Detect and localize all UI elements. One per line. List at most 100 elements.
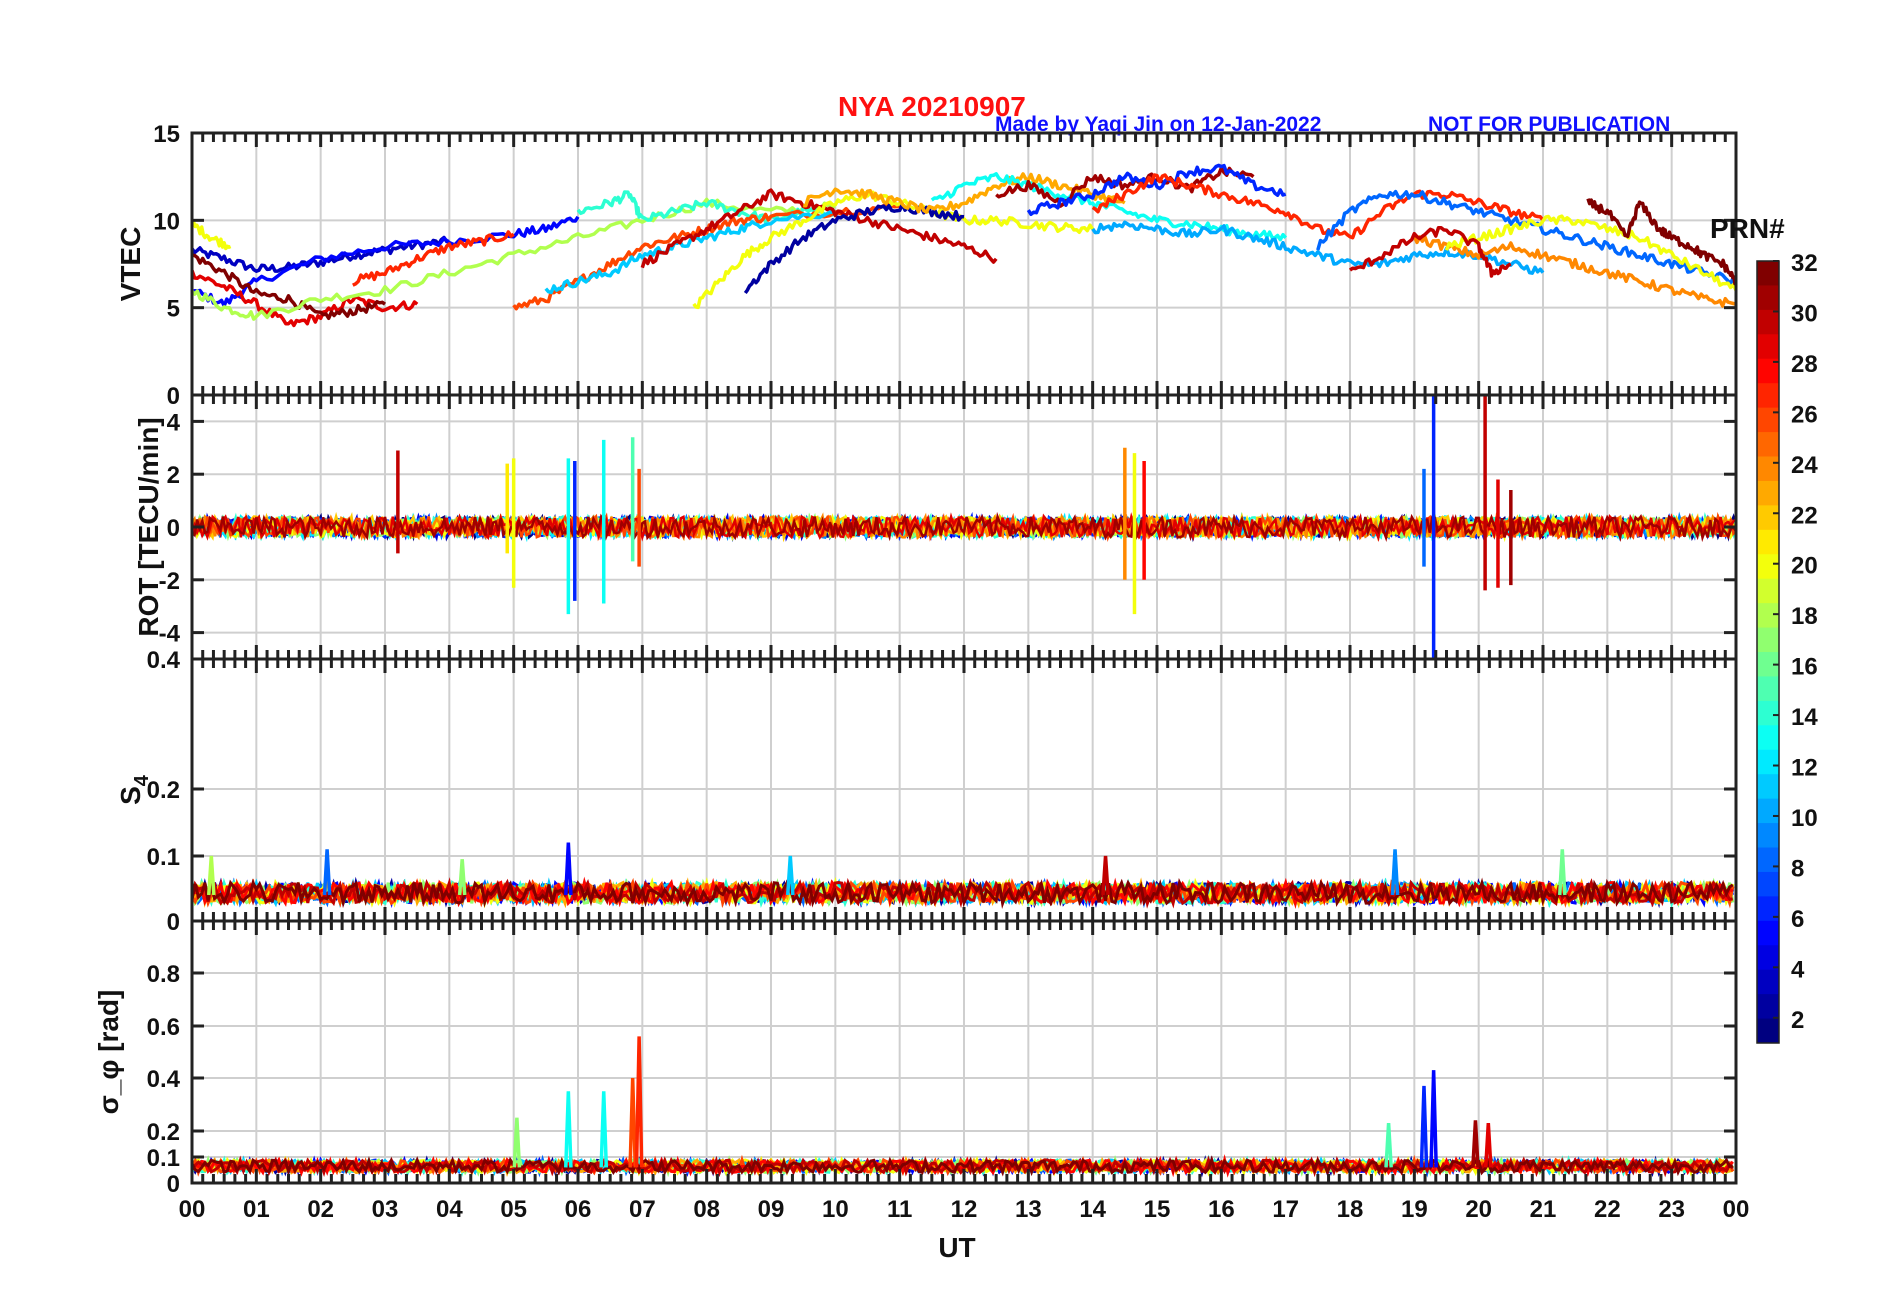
y-tick-label: 15 [153,121,180,148]
sigma_phi-peak-prn-31 [1471,1120,1480,1168]
s4-peak-prn-16 [1557,849,1567,896]
x-tick-label: 21 [1530,1196,1557,1223]
series-line-prn-30 [1348,225,1512,278]
series-line-prn-24 [1412,235,1736,308]
x-tick-label: 03 [372,1196,399,1223]
y-tick-label: 10 [153,208,180,235]
colorbar-swatch [1757,285,1779,311]
colorbar-swatch [1757,700,1779,726]
series-line-prn-32 [1586,198,1736,286]
colorbar-swatch [1757,920,1779,946]
colorbar-tick-label: 14 [1791,704,1818,731]
y-tick-label: 0 [167,1171,180,1198]
colorbar-tick-label: 22 [1791,502,1818,529]
y-tick-label: 0.4 [147,1066,181,1093]
series-group [192,395,1736,659]
x-tick-label: 17 [1272,1196,1299,1223]
y-tick-label: 0 [167,515,180,542]
s4-trace-prn-32 [192,877,1734,909]
colorbar-swatch [1757,945,1779,971]
series-line-prn-13 [930,172,1288,242]
colorbar-tick-label: 26 [1791,401,1818,428]
y-tick-label: 5 [167,296,180,323]
y-tick-label: 0.2 [147,1119,180,1146]
colorbar-tick-label: 6 [1791,906,1804,933]
series-line-prn-6 [1026,163,1287,217]
series-line-prn-27 [352,230,515,287]
rot-trace-prn-31 [192,511,1736,543]
x-axis-label: UT [938,1232,975,1263]
colorbar-swatch [1757,407,1779,433]
colorbar-swatch [1757,969,1779,995]
colorbar-tick-label: 4 [1791,956,1805,983]
y-tick-label: -2 [159,568,180,595]
colorbar-swatch [1757,652,1779,677]
y-axis-label: VTEC [115,227,146,302]
y-tick-label: 0.6 [147,1014,180,1041]
x-tick-label: 01 [243,1196,270,1223]
colorbar-swatch [1757,627,1779,653]
x-tick-label: 11 [887,1196,912,1223]
s4-peak-prn-8 [322,849,332,896]
x-ticks [190,921,1738,1185]
x-tick-label: 02 [307,1196,334,1223]
x-tick-label: 05 [500,1196,527,1223]
x-tick-label: 06 [565,1196,592,1223]
colorbar-tick-label: 10 [1791,805,1818,832]
sigma_phi-peak-prn-17 [512,1117,522,1168]
series-line-prn-32 [192,253,387,321]
x-tick-label: 20 [1465,1196,1492,1223]
series-line-prn-3 [192,235,450,273]
x-tick-label: 23 [1658,1196,1685,1223]
sigma_phi-peak-prn-27 [634,1036,644,1168]
x-tick-label: 10 [822,1196,849,1223]
series-line-prn-27 [1091,173,1545,240]
colorbar-swatch [1757,261,1779,286]
y-axis-label: ROT [TECU/min] [133,417,164,636]
s4-peak-prn-9 [1390,849,1400,896]
series-line-prn-20 [1444,214,1736,291]
colorbar-swatch [1757,505,1779,531]
sigma_phi-peak-prn-26 [628,1077,638,1168]
series-group [192,163,1736,328]
sigma_phi-peak-prn-13 [564,1091,573,1168]
x-tick-label: 08 [693,1196,720,1223]
colorbar-frame [1756,260,1780,1044]
colorbar-tick-label: 28 [1791,351,1818,378]
colorbar-swatch [1757,774,1779,800]
panel-s4: 00.10.20.4S4 [115,647,1738,936]
colorbar-tick-label: 32 [1791,250,1818,277]
sigma_phi-peak-prn-29 [1483,1122,1493,1168]
s4-peak-prn-11 [785,855,795,896]
series-line-prn-2 [743,202,965,295]
colorbar-swatch [1757,432,1779,457]
colorbar-swatch [1757,603,1779,629]
x-tick-label: 22 [1594,1196,1621,1223]
series-group [192,842,1735,909]
series-line-prn-20 [192,219,232,251]
colorbar-tick-label: 12 [1791,755,1818,782]
sigma_phi-peak-prn-15 [1384,1122,1393,1168]
sigma_phi-peak-prn-6 [1419,1085,1429,1168]
s4-peak-prn-17 [457,859,467,896]
x-tick-label: 04 [436,1196,463,1223]
x-tick-label: 15 [1144,1196,1171,1223]
y-tick-label: 4 [167,409,181,436]
x-ticks [190,657,1738,923]
colorbar-tick-label: 24 [1791,452,1818,479]
colorbar-swatch [1757,749,1779,775]
colorbar-title: PRN# [1710,213,1785,244]
colorbar-tick-label: 8 [1791,855,1804,882]
colorbar-swatch [1757,896,1779,922]
colorbar-tick-label: 18 [1791,603,1818,630]
s4-peak-prn-18 [206,855,216,896]
x-tick-label: 13 [1015,1196,1042,1223]
colorbar-tick-label: 20 [1791,553,1818,580]
y-axis-label: σ_φ [rad] [93,990,124,1115]
y-tick-label: -4 [159,621,181,648]
x-tick-label: 16 [1208,1196,1235,1223]
colorbar-swatch [1757,676,1779,702]
